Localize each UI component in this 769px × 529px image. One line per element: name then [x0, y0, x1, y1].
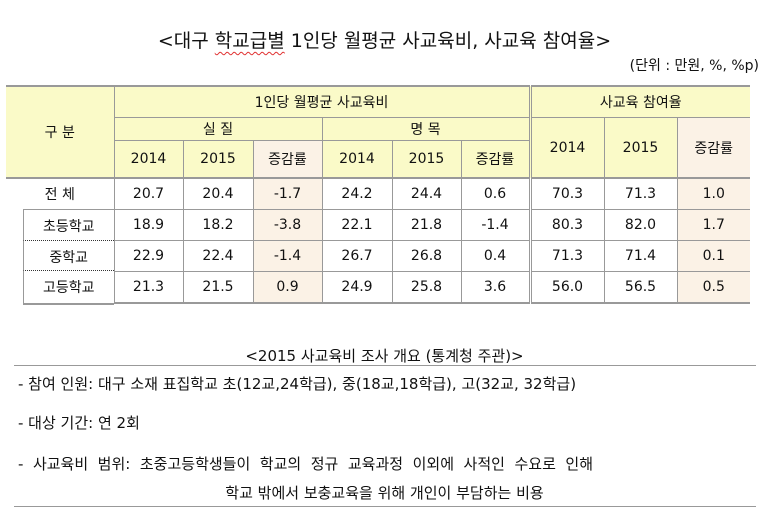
cell: -1.4 [460, 209, 531, 241]
survey-title: <2015 사교육비 조사 개요 (통계청 주관)> [245, 347, 524, 365]
row-label: 초등학교 [23, 209, 114, 241]
survey-item-scope-continued: 학교 밖에서 보충교육을 위해 개인이 부담하는 비용 [225, 484, 544, 502]
cell: 71.3 [528, 240, 605, 272]
unit-note: (단위 : 만원, %, %p) [629, 58, 759, 74]
cell: -1.7 [252, 177, 323, 210]
col-2014: 2014 [528, 117, 605, 179]
cell: 70.3 [528, 177, 605, 210]
subheader-nominal: 명 목 [321, 117, 531, 141]
cell: 22.1 [321, 209, 393, 241]
cell: 0.6 [460, 177, 531, 210]
row-label: 중학교 [23, 240, 114, 272]
cell: 26.7 [321, 240, 393, 272]
group-header-participation: 사교육 참여율 [528, 85, 750, 118]
cell: 18.9 [113, 209, 184, 241]
subheader-real: 실 질 [113, 117, 323, 141]
table-row: 전 체 20.7 20.4 -1.7 24.2 24.4 0.6 70.3 71… [6, 177, 750, 210]
cell: 80.3 [528, 209, 605, 241]
table-row: 고등학교 21.3 21.5 0.9 24.9 25.8 3.6 56.0 56… [6, 270, 750, 305]
cell: 21.8 [391, 209, 462, 241]
document-title: <대구 학교급별 1인당 월평균 사교육비, 사교육 참여율> [157, 30, 612, 52]
data-table: 구 분 1인당 월평균 사교육비 사교육 참여율 실 질 명 목 2014 20… [6, 85, 750, 305]
survey-item-participants: - 참여 인원: 대구 소재 표집학교 초(12교,24학급), 중(18교,1… [18, 375, 577, 393]
cell: -3.8 [252, 209, 323, 241]
col-2014: 2014 [321, 140, 393, 179]
group-header-spending: 1인당 월평균 사교육비 [113, 85, 531, 118]
col-2015: 2015 [603, 117, 678, 179]
category-header: 구 분 [6, 85, 115, 179]
cell: 20.7 [113, 177, 184, 210]
col-2014: 2014 [113, 140, 184, 179]
cell: 21.5 [182, 271, 254, 304]
spellcheck-underlined-text: 학교급별 [214, 30, 285, 52]
cell: 56.5 [603, 271, 678, 304]
cell: 56.0 [528, 271, 605, 304]
cell: 18.2 [182, 209, 254, 241]
cell: 71.4 [603, 240, 678, 272]
cell: 26.8 [391, 240, 462, 272]
cell: 71.3 [603, 177, 678, 210]
table-row: 중학교 22.9 22.4 -1.4 26.7 26.8 0.4 71.3 71… [6, 240, 750, 272]
row-label: 전 체 [6, 177, 114, 210]
survey-item-period: - 대상 기간: 연 2회 [18, 414, 140, 432]
survey-item-scope: - 사교육비 범위: 초중고등학생들이 학교의 정규 교육과정 이외에 사적인 … [18, 455, 594, 473]
row-label: 고등학교 [23, 270, 114, 305]
cell: 0.5 [676, 271, 750, 304]
cell: 0.4 [460, 240, 531, 272]
cell: 0.9 [252, 271, 323, 304]
table-row: 초등학교 18.9 18.2 -3.8 22.1 21.8 -1.4 80.3 … [6, 209, 750, 241]
cell: 24.9 [321, 271, 393, 304]
cell: 24.4 [391, 177, 462, 210]
cell: 82.0 [603, 209, 678, 241]
cell: -1.4 [252, 240, 323, 272]
cell: 25.8 [391, 271, 462, 304]
cell: 3.6 [460, 271, 531, 304]
cell: 1.7 [676, 209, 750, 241]
cell: 0.1 [676, 240, 750, 272]
cell: 21.3 [113, 271, 184, 304]
col-change: 증감률 [252, 140, 323, 179]
col-2015: 2015 [182, 140, 254, 179]
cell: 1.0 [676, 177, 750, 210]
divider [14, 506, 756, 507]
divider [14, 365, 756, 366]
cell: 20.4 [182, 177, 254, 210]
cell: 22.9 [113, 240, 184, 272]
col-change: 증감률 [460, 140, 531, 179]
cell: 22.4 [182, 240, 254, 272]
col-2015: 2015 [391, 140, 462, 179]
col-change: 증감률 [676, 117, 750, 179]
cell: 24.2 [321, 177, 393, 210]
